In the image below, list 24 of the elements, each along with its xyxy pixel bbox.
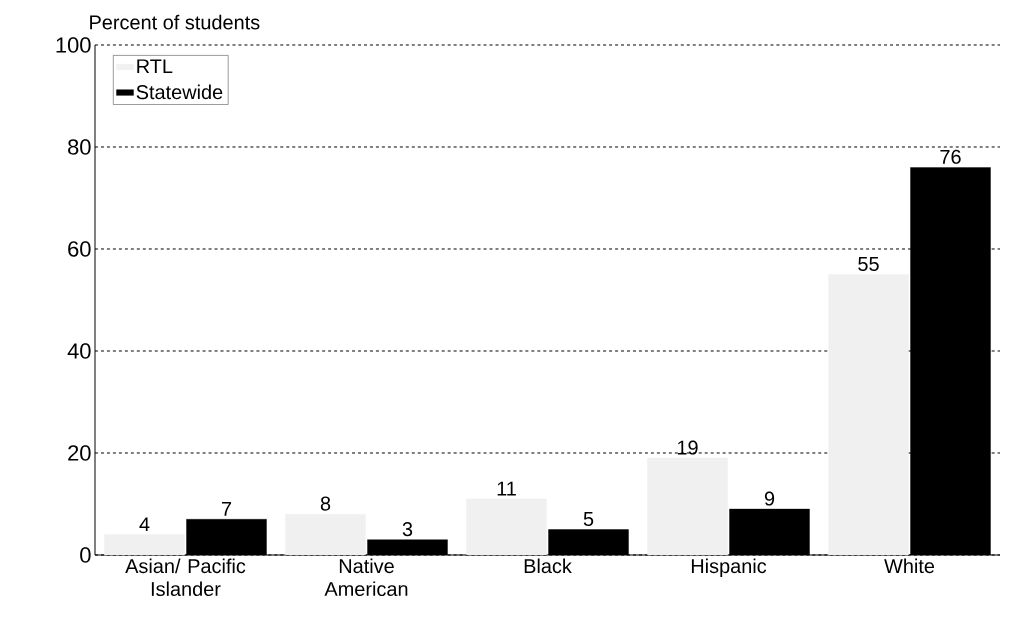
data-label: 19 [677, 440, 698, 455]
y-tick-label: 40 [67, 343, 91, 359]
data-label: 8 [320, 496, 331, 511]
data-label: 55 [858, 257, 879, 271]
y-tick-label: 20 [68, 445, 91, 461]
y-tick-label: 80 [68, 139, 91, 155]
data-label: 7 [221, 502, 232, 516]
data-label: 4 [139, 517, 150, 532]
x-tick-label: Hispanic [691, 558, 767, 578]
y-tick-label: 0 [80, 547, 91, 563]
legend-label: Statewide [136, 84, 223, 100]
x-tick-label: Black [524, 558, 572, 574]
y-tick-label: 100 [56, 37, 91, 53]
legend-label: RTL [137, 59, 173, 74]
data-label: 9 [764, 491, 775, 506]
y-tick-label: 60 [68, 241, 91, 257]
data-label: 5 [583, 512, 594, 526]
x-tick-label: Asian/ Pacific Islander [125, 558, 246, 597]
x-tick-label: Native American [324, 558, 408, 597]
x-tick-label: White [884, 558, 935, 574]
data-label: 3 [402, 522, 413, 537]
data-label: 76 [940, 149, 961, 164]
y-axis-title: Percent of students [90, 14, 260, 30]
data-label: 11 [497, 481, 516, 496]
